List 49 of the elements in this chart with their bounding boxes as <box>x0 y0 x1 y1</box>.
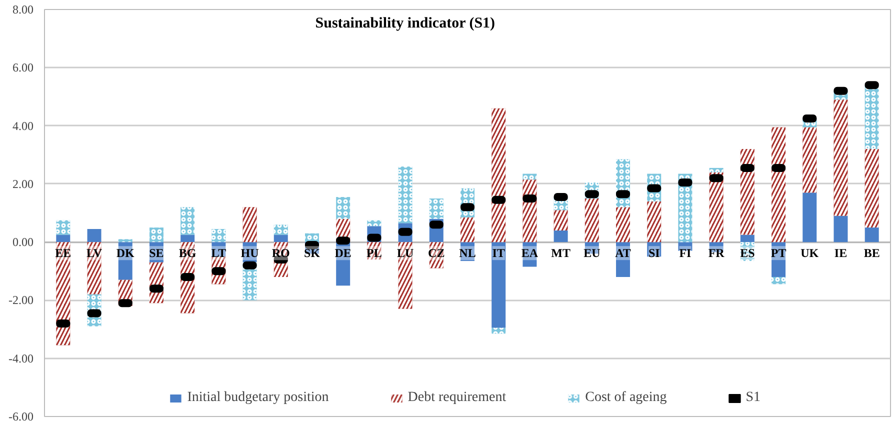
x-tick-label: EE <box>55 246 72 260</box>
x-tick-label: HU <box>240 246 260 260</box>
x-tick-label: ES <box>740 246 756 260</box>
bar <box>864 228 879 242</box>
bar <box>834 216 848 242</box>
bar <box>740 234 754 242</box>
y-tick-label: -2.00 <box>8 293 34 308</box>
legend-label: S1 <box>746 390 762 406</box>
legend-label: Initial budgetary position <box>187 390 329 406</box>
chart-title: Sustainability indicator (S1) <box>315 16 496 32</box>
x-tick-label: CZ <box>428 246 445 260</box>
y-tick-label: 8.00 <box>12 2 34 16</box>
y-tick-label: 0.00 <box>12 235 34 250</box>
x-tick-label: EA <box>521 246 538 260</box>
x-tick-label: PL <box>366 246 382 260</box>
x-tick-label: IT <box>492 246 505 260</box>
x-tick-label: EU <box>584 246 601 260</box>
x-tick-label: DE <box>334 246 352 260</box>
legend-label: Cost of ageing <box>585 390 667 406</box>
x-tick-label: UK <box>800 246 820 260</box>
y-tick-label: 4.00 <box>12 118 34 133</box>
bar <box>56 234 70 242</box>
x-tick-label: MT <box>551 246 570 260</box>
x-tick-label: LV <box>86 246 102 260</box>
legend-label: Debt requirement <box>408 390 506 406</box>
bar <box>87 228 102 242</box>
y-tick-label: 6.00 <box>12 60 34 75</box>
bar <box>554 230 568 242</box>
bar <box>492 242 506 328</box>
x-tick-label: SK <box>304 246 321 260</box>
x-tick-label: FI <box>679 246 692 260</box>
x-tick-label: SE <box>149 246 164 260</box>
x-tick-label: BE <box>864 246 880 260</box>
x-tick-label: IE <box>834 246 848 260</box>
x-tick-label: LT <box>211 246 226 260</box>
x-tick-label: AT <box>615 246 631 260</box>
x-tick-label: SI <box>648 246 660 260</box>
x-tick-label: LU <box>396 246 414 260</box>
x-tick-label: FR <box>708 246 725 260</box>
y-tick-label: 2.00 <box>12 176 34 191</box>
bar <box>274 234 288 242</box>
bar <box>180 234 195 242</box>
x-tick-label: DK <box>116 246 136 260</box>
bar <box>802 192 817 242</box>
y-tick-label: -4.00 <box>8 351 34 366</box>
x-tick-label: PT <box>770 246 786 260</box>
y-tick-label: -6.00 <box>8 410 34 424</box>
x-tick-label: BG <box>178 246 196 260</box>
x-tick-label: NL <box>459 246 476 260</box>
